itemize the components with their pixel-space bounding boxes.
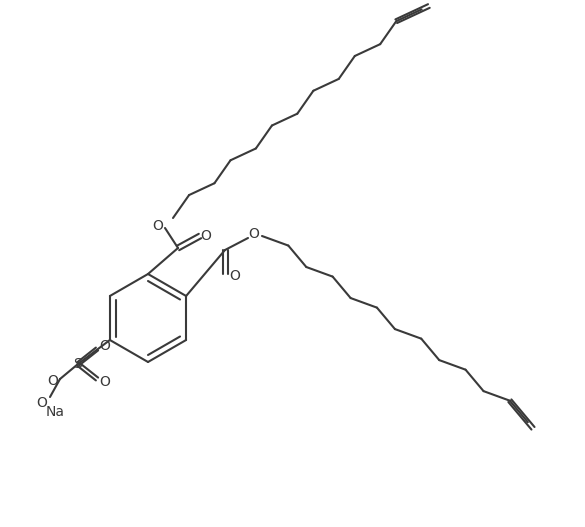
- Text: O: O: [36, 396, 47, 410]
- Text: S: S: [74, 357, 82, 371]
- Text: O: O: [153, 219, 163, 233]
- Text: O: O: [47, 374, 58, 388]
- Text: O: O: [99, 375, 111, 389]
- Text: O: O: [229, 269, 240, 283]
- Text: O: O: [99, 339, 111, 353]
- Text: O: O: [201, 229, 211, 243]
- Text: Na: Na: [46, 405, 64, 419]
- Text: O: O: [249, 227, 259, 241]
